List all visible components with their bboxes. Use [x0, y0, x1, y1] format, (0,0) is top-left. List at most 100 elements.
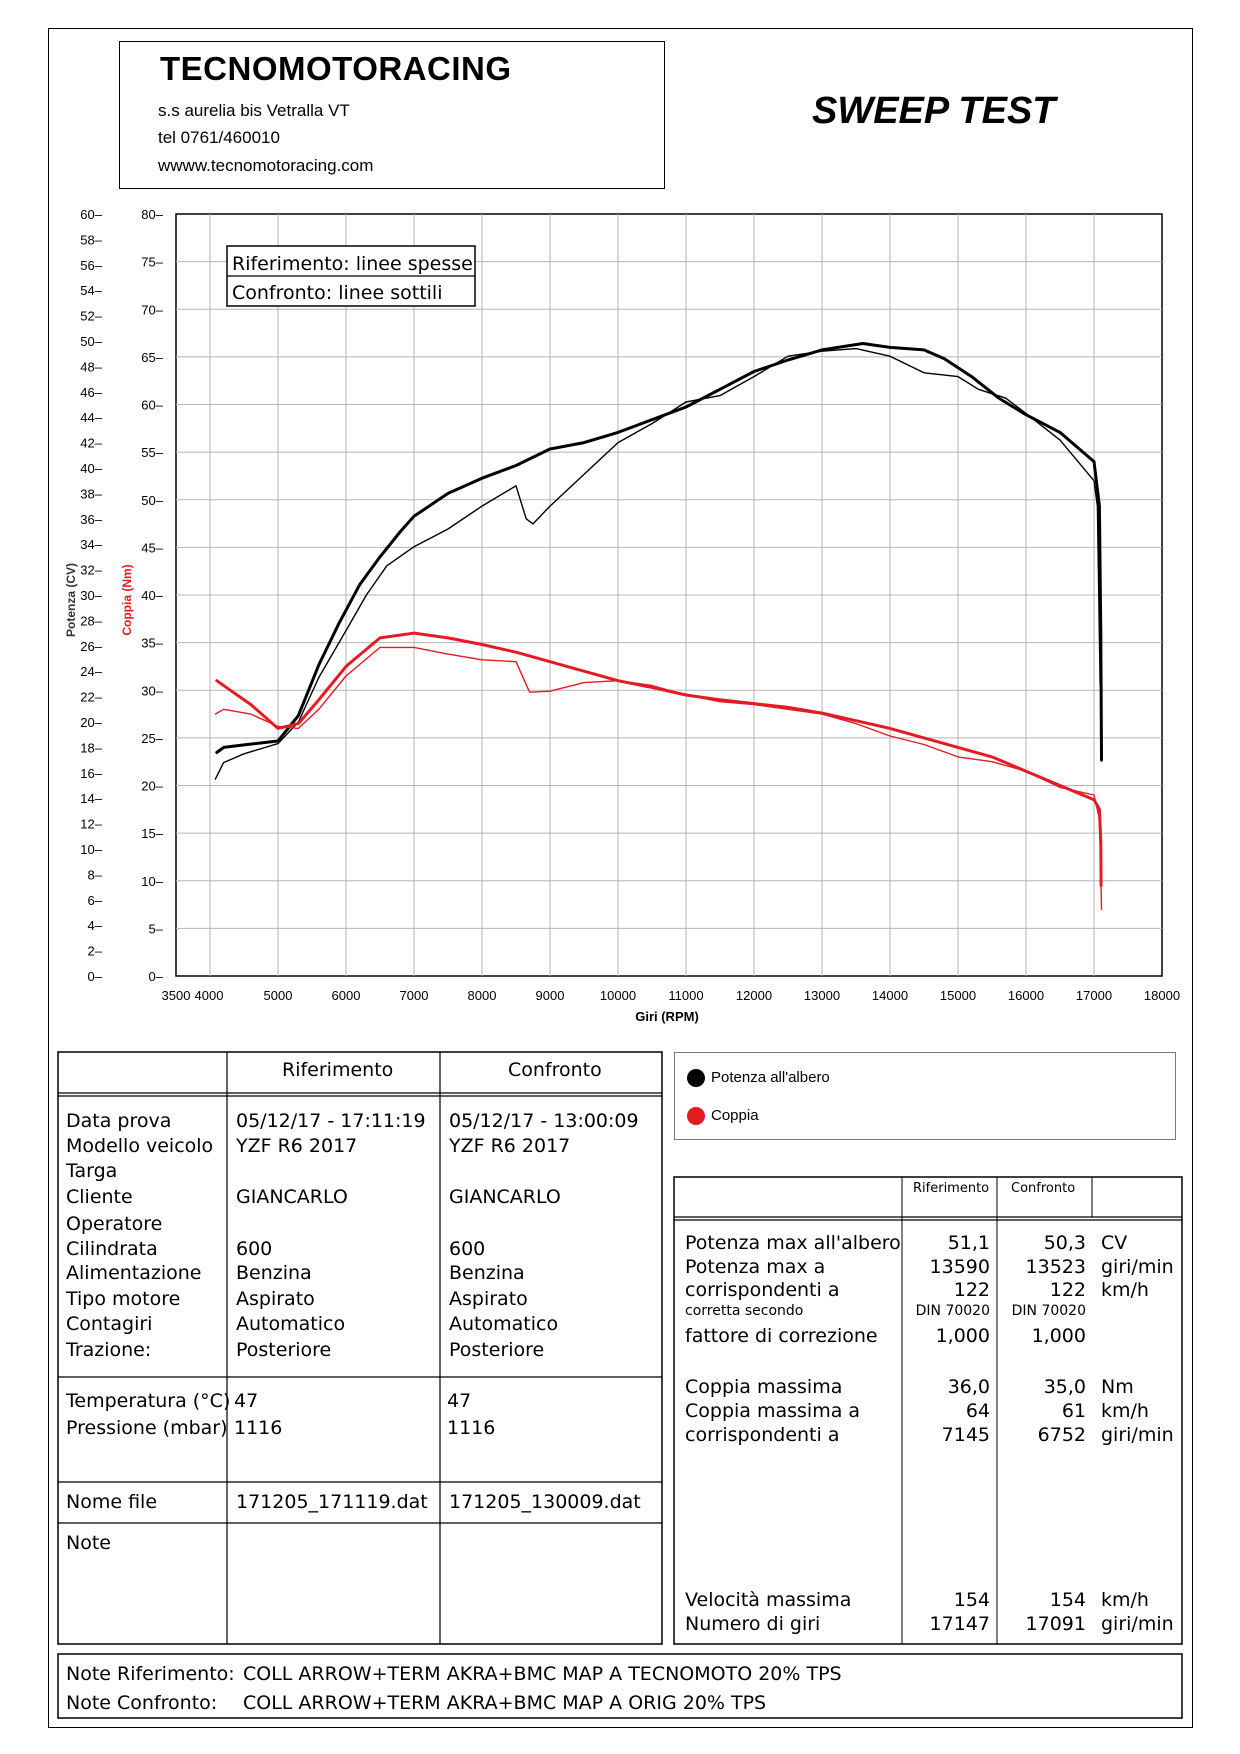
power-tick-label: 58–	[80, 232, 102, 247]
x-tick-label: 14000	[872, 988, 908, 1003]
info-label: Trazione:	[66, 1339, 152, 1361]
x-tick-label: 17000	[1076, 988, 1112, 1003]
info-cmp-value: YZF R6 2017	[449, 1135, 571, 1157]
chart-grid	[175, 213, 1163, 977]
info-label: Contagiri	[66, 1313, 153, 1335]
info-cmp-value: 600	[449, 1238, 486, 1260]
header-box	[119, 41, 665, 189]
result-cmp-value: 50,3	[1043, 1232, 1086, 1254]
power-tick-label: 46–	[80, 385, 102, 400]
file-ref: 171205_171119.dat	[236, 1491, 428, 1513]
result-ref-value: 154	[953, 1589, 990, 1611]
company-address: s.s aurelia bis Vetralla VT	[158, 101, 350, 120]
info-label: Operatore	[66, 1213, 163, 1235]
note-cmp-label: Note Confronto:	[66, 1692, 218, 1714]
result-unit: km/h	[1101, 1400, 1149, 1422]
result-cmp-value: 35,0	[1043, 1376, 1086, 1398]
power-tick-label: 36–	[80, 512, 102, 527]
power-tick-label: 8–	[88, 867, 103, 882]
result-ref-value: 17147	[929, 1613, 990, 1635]
result-unit: giri/min	[1101, 1613, 1174, 1635]
power-tick-label: 20–	[80, 715, 102, 730]
x-tick-label: 11000	[668, 988, 703, 1003]
x-axis-label: Giri (RPM)	[635, 1009, 699, 1024]
torque-tick-label: 45–	[141, 540, 163, 555]
torque-tick-label: 25–	[141, 731, 163, 746]
torque-legend-marker	[687, 1107, 705, 1125]
result-cmp-value: 61	[1061, 1400, 1086, 1422]
info-col-cmp: Confronto	[508, 1059, 602, 1081]
power-tick-label: 28–	[80, 613, 102, 628]
x-tick-label: 7000	[400, 988, 429, 1003]
temp-label: Temperatura (°C)	[66, 1390, 231, 1412]
torque-tick-label: 35–	[141, 636, 163, 651]
info-cmp-value: Benzina	[449, 1262, 525, 1284]
note-ref-text: COLL ARROW+TERM AKRA+BMC MAP A TECNOMOTO…	[243, 1663, 842, 1685]
info-cmp-value: GIANCARLO	[449, 1186, 561, 1208]
page-frame	[48, 28, 1193, 1728]
power-legend-marker	[687, 1069, 705, 1087]
info-ref-value: YZF R6 2017	[236, 1135, 358, 1157]
company-name: TECNOMOTORACING	[160, 50, 512, 87]
power-tick-label: 42–	[80, 436, 102, 451]
torque-tick-label: 10–	[141, 874, 163, 889]
torque-tick-label: 65–	[141, 350, 163, 365]
temp-ref: 47	[234, 1390, 259, 1412]
info-label: Cliente	[66, 1186, 133, 1208]
power-tick-label: 16–	[80, 766, 102, 781]
info-ref-value: 05/12/17 - 17:11:19	[236, 1110, 426, 1132]
torque-axis-label: Coppia (Nm)	[120, 564, 134, 635]
x-tick-label: 10000	[600, 988, 636, 1003]
x-tick-label: 5000	[264, 988, 293, 1003]
x-tick-label: 3500	[162, 988, 191, 1003]
result-ref-value: 13590	[929, 1256, 990, 1278]
info-label: Tipo motore	[66, 1288, 181, 1310]
power-legend-label: Potenza all'albero	[711, 1069, 830, 1086]
pressure-cmp: 1116	[447, 1417, 496, 1439]
legend-note-cmp: Confronto: linee sottili	[232, 282, 442, 304]
power-tick-label: 40–	[80, 461, 102, 476]
result-label: corrispondenti a	[685, 1424, 840, 1446]
torque-tick-label: 55–	[141, 445, 163, 460]
result-ref-value: 51,1	[947, 1232, 990, 1254]
power-tick-label: 60–	[80, 207, 102, 222]
torque-tick-label: 0–	[149, 969, 164, 984]
x-tick-label: 9000	[536, 988, 565, 1003]
power-tick-label: 44–	[80, 410, 102, 425]
result-unit: km/h	[1101, 1589, 1149, 1611]
result-label: Potenza max a	[685, 1256, 826, 1278]
x-tick-label: 18000	[1144, 988, 1180, 1003]
pressure-label: Pressione (mbar)	[66, 1417, 228, 1439]
result-cmp-value: 13523	[1025, 1256, 1086, 1278]
info-cmp-value: Posteriore	[449, 1339, 545, 1361]
torque-tick-label: 20–	[141, 779, 163, 794]
power-tick-label: 30–	[80, 588, 102, 603]
power-tick-label: 56–	[80, 258, 102, 273]
result-label: Potenza max all'albero	[685, 1232, 901, 1254]
temp-cmp: 47	[447, 1390, 472, 1412]
x-tick-label: 4000	[195, 988, 224, 1003]
result-ref-value: 7145	[941, 1424, 990, 1446]
torque-tick-label: 5–	[149, 921, 164, 936]
result-cmp-value: DIN 70020	[1011, 1303, 1086, 1319]
legend-note-ref: Riferimento: linee spesse	[232, 253, 473, 275]
info-cmp-value: Aspirato	[449, 1288, 528, 1310]
power-tick-label: 26–	[80, 639, 102, 654]
note-ref-label: Note Riferimento:	[66, 1663, 235, 1685]
power-tick-label: 50–	[80, 334, 102, 349]
x-tick-label: 6000	[332, 988, 361, 1003]
torque-line-cmp	[214, 646, 1103, 910]
torque-tick-label: 75–	[141, 255, 163, 270]
power-tick-label: 48–	[80, 359, 102, 374]
info-ref-value: 600	[236, 1238, 273, 1260]
rpm-axis: 3500 4000 5000 6000 7000 8000 9000 10000 11000 12…	[162, 988, 1181, 1003]
file-label: Nome file	[66, 1491, 158, 1513]
results-col-ref: Riferimento	[913, 1181, 990, 1196]
info-ref-value: Automatico	[236, 1313, 346, 1335]
result-ref-value: 64	[965, 1400, 990, 1422]
result-label: corretta secondo	[685, 1303, 804, 1319]
power-axis-label: Potenza (CV)	[64, 563, 78, 637]
torque-legend-label: Coppia	[711, 1107, 759, 1124]
result-cmp-value: 154	[1049, 1589, 1086, 1611]
power-tick-label: 32–	[80, 563, 102, 578]
